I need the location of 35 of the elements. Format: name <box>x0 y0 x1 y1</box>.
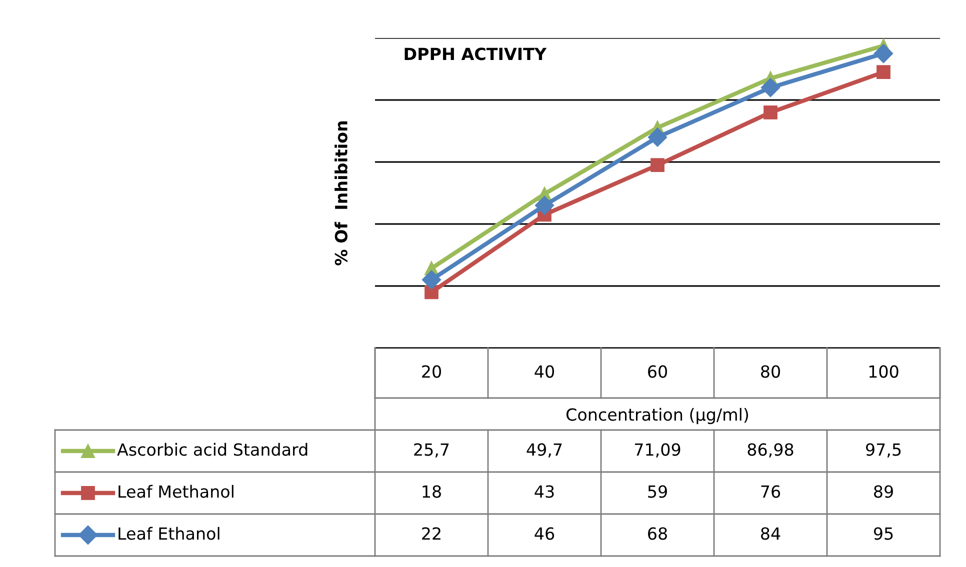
x-tick-label: 60 <box>648 365 667 378</box>
x-tick-label: 80 <box>761 365 780 378</box>
point <box>760 78 780 98</box>
data-label: 25,7 <box>414 443 449 458</box>
data-label: 68 <box>648 527 667 540</box>
data-label: 49,7 <box>526 443 562 458</box>
data-label: 43 <box>534 485 554 498</box>
point <box>422 270 442 290</box>
data-label: 46 <box>534 527 554 540</box>
chart-title: DPPH ACTIVITY <box>404 48 547 60</box>
y-axis-title: % Of Inhibition <box>334 121 348 266</box>
x-tick-label: 100 <box>869 365 898 378</box>
legend-label: Ascorbic acid Standard <box>117 442 308 456</box>
point <box>424 285 438 300</box>
x-tick-label: 40 <box>534 365 554 378</box>
data-label: 22 <box>422 527 440 540</box>
data-label: 71,09 <box>635 443 680 458</box>
data-label: 18 <box>422 485 441 498</box>
legend-label: Leaf Methanol <box>118 484 234 498</box>
data-label: 84 <box>761 527 780 540</box>
data-label: 97,5 <box>866 443 901 458</box>
point <box>876 65 890 80</box>
point <box>534 196 554 215</box>
x-tick-label: 20 <box>422 365 441 378</box>
data-label: 76 <box>761 485 780 498</box>
point <box>874 44 894 64</box>
point <box>764 105 778 120</box>
x-axis-title: Concentration (µg/ml) <box>566 408 748 424</box>
data-label: 95 <box>874 527 893 540</box>
point <box>650 158 664 172</box>
point <box>648 128 668 147</box>
data-label: 59 <box>648 485 667 498</box>
data-label: 86,98 <box>748 443 794 458</box>
legend-label: Leaf Ethanol <box>118 526 220 540</box>
data-label: 89 <box>874 485 893 498</box>
